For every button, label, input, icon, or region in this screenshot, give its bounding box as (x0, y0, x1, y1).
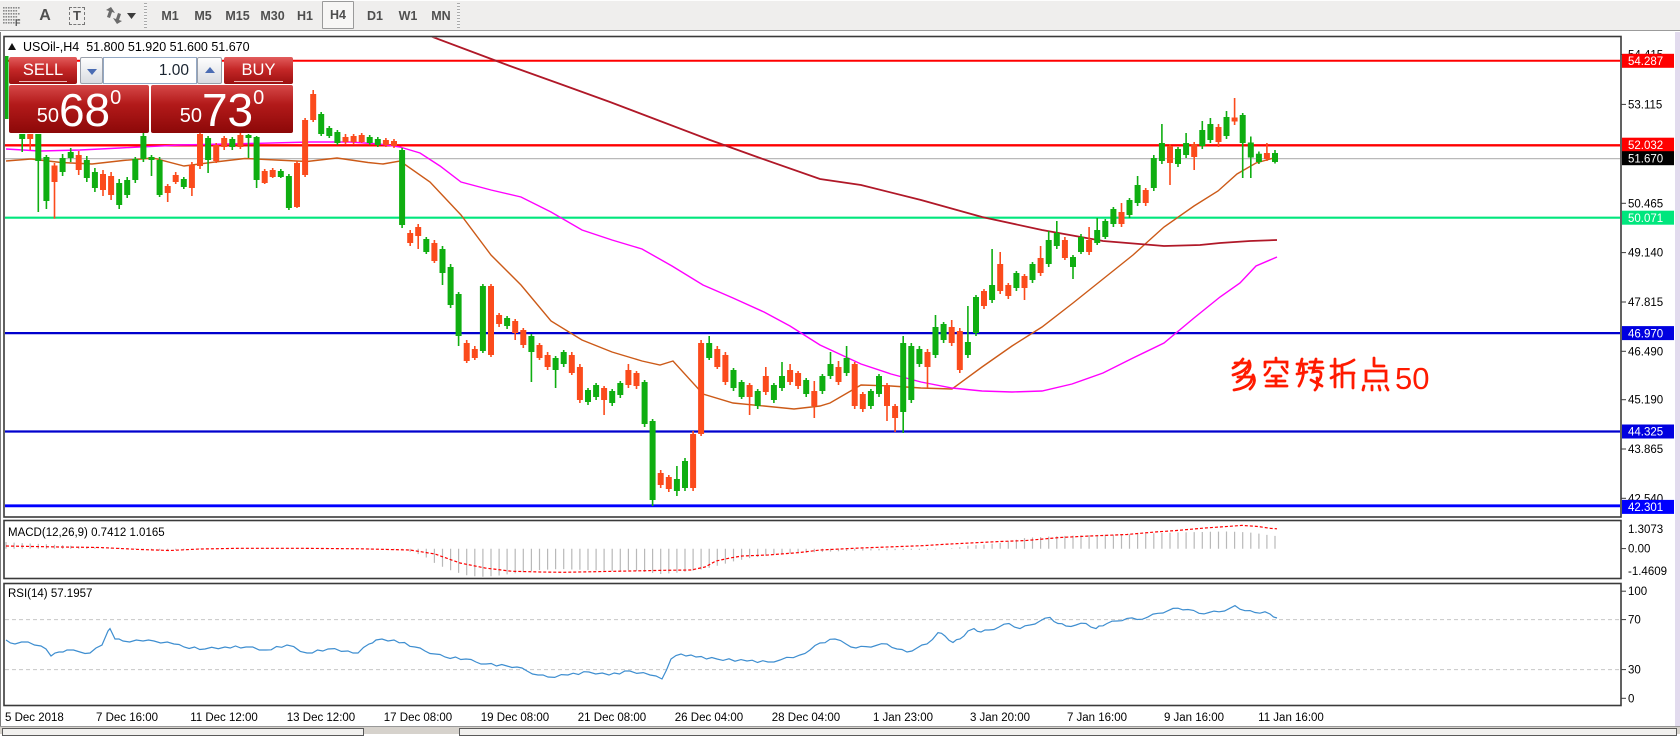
svg-text:30: 30 (1628, 665, 1641, 677)
svg-text:100: 100 (1628, 586, 1647, 598)
svg-text:11 Jan 16:00: 11 Jan 16:00 (1258, 712, 1324, 724)
svg-text:11 Dec 12:00: 11 Dec 12:00 (190, 712, 258, 724)
svg-text:3 Jan 20:00: 3 Jan 20:00 (970, 712, 1030, 724)
svg-text:26 Dec 04:00: 26 Dec 04:00 (675, 712, 743, 724)
svg-text:44.325: 44.325 (1628, 427, 1663, 439)
svg-text:54.287: 54.287 (1628, 56, 1663, 68)
svg-text:F: F (15, 18, 21, 27)
svg-text:21 Dec 08:00: 21 Dec 08:00 (578, 712, 646, 724)
svg-text:46.490: 46.490 (1628, 346, 1663, 358)
svg-text:-1.4609: -1.4609 (1628, 566, 1667, 578)
svg-text:42.301: 42.301 (1628, 502, 1663, 514)
svg-text:MACD(12,26,9) 0.7412 1.0165: MACD(12,26,9) 0.7412 1.0165 (8, 527, 165, 539)
svg-text:45.190: 45.190 (1628, 395, 1663, 407)
svg-text:70: 70 (1628, 615, 1641, 627)
svg-text:7 Jan 16:00: 7 Jan 16:00 (1067, 712, 1127, 724)
svg-text:7 Dec 16:00: 7 Dec 16:00 (96, 712, 158, 724)
svg-text:28 Dec 04:00: 28 Dec 04:00 (772, 712, 840, 724)
svg-text:47.815: 47.815 (1628, 297, 1663, 309)
svg-text:50.465: 50.465 (1628, 198, 1663, 210)
svg-text:52.032: 52.032 (1628, 140, 1663, 152)
svg-text:1.3073: 1.3073 (1628, 524, 1663, 536)
svg-text:53.115: 53.115 (1628, 99, 1662, 111)
svg-text:49.140: 49.140 (1628, 248, 1663, 260)
svg-text:17 Dec 08:00: 17 Dec 08:00 (384, 712, 452, 724)
svg-text:19 Dec 08:00: 19 Dec 08:00 (481, 712, 549, 724)
svg-text:9 Jan 16:00: 9 Jan 16:00 (1164, 712, 1224, 724)
svg-text:13 Dec 12:00: 13 Dec 12:00 (287, 712, 355, 724)
svg-text:50: 50 (1395, 361, 1429, 396)
svg-text:46.970: 46.970 (1628, 328, 1663, 340)
svg-text:1 Jan 23:00: 1 Jan 23:00 (873, 712, 933, 724)
svg-text:43.865: 43.865 (1628, 444, 1663, 456)
svg-text:0.00: 0.00 (1628, 544, 1650, 556)
svg-text:5 Dec 2018: 5 Dec 2018 (5, 712, 64, 724)
svg-text:51.670: 51.670 (1628, 153, 1663, 165)
svg-text:RSI(14) 57.1957: RSI(14) 57.1957 (8, 588, 92, 600)
svg-text:50.071: 50.071 (1628, 213, 1663, 225)
svg-text:0: 0 (1628, 693, 1634, 705)
